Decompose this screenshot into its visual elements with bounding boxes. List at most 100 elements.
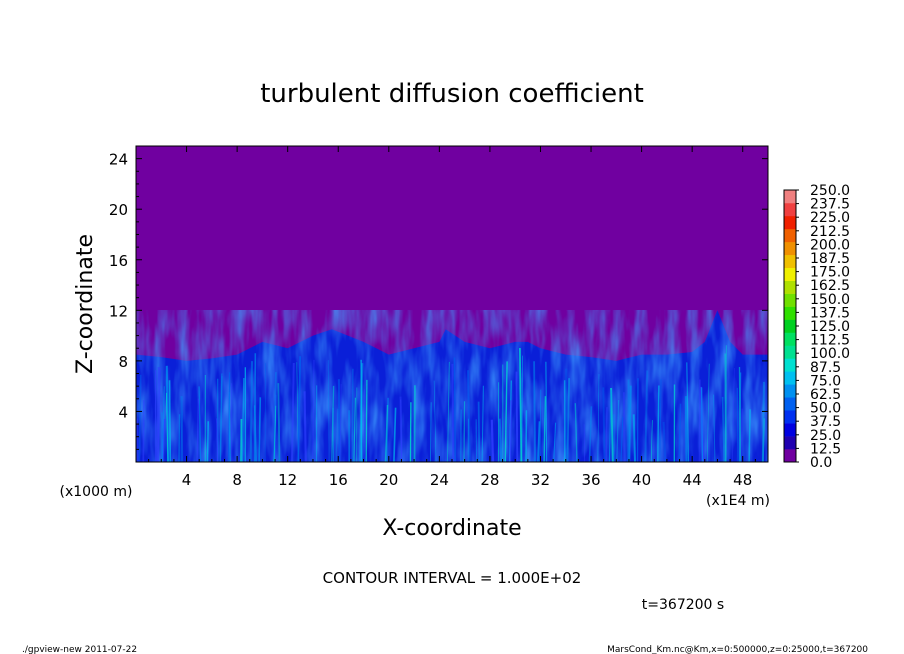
colorbar-swatch <box>784 371 796 385</box>
colorbar-label: 125.0 <box>810 319 850 335</box>
plume-streak <box>602 387 606 462</box>
footer-left: ./gpview-new 2011-07-22 <box>22 645 137 654</box>
plume-streak <box>721 396 726 462</box>
plume-streak <box>161 386 165 462</box>
colorbar-swatch <box>784 397 796 411</box>
colorbar-label: 12.5 <box>810 441 841 457</box>
plume-streak <box>504 361 508 462</box>
plume-streak <box>650 420 653 462</box>
chart-title: turbulent diffusion coefficient <box>260 79 644 109</box>
y-tick-label: 20 <box>109 201 128 219</box>
y-tick-label: 4 <box>118 403 128 421</box>
colorbar-label: 250.0 <box>810 183 850 199</box>
footer-right: MarsCond_Km.nc@Km,x=0:500000,z=0:25000,t… <box>607 645 868 654</box>
plume-streak <box>509 400 512 462</box>
plume-streak <box>206 421 209 462</box>
plume-streak <box>662 421 667 462</box>
plume-streak <box>339 384 342 462</box>
colorbar: 0.012.525.037.550.062.575.087.5100.0112.… <box>783 183 850 471</box>
plume-streak <box>168 380 172 462</box>
plume-streak <box>533 361 537 462</box>
plume-streak <box>565 368 568 462</box>
plume-streak <box>451 363 455 462</box>
colorbar-label: 187.5 <box>810 251 850 267</box>
colorbar-swatch <box>784 449 796 463</box>
colorbar-swatch <box>784 332 796 346</box>
plume-streak <box>543 396 547 462</box>
plumes <box>136 345 766 462</box>
colorbar-label: 150.0 <box>810 292 850 308</box>
plume-streak <box>732 367 735 462</box>
plume-streak <box>463 401 466 462</box>
plume-streak <box>467 370 471 462</box>
plume-streak <box>627 379 630 462</box>
plume-streak <box>605 407 608 462</box>
colorbar-swatch <box>784 267 796 281</box>
plume-streak <box>384 404 389 462</box>
x-tick-label: 16 <box>329 471 348 489</box>
x-tick-label: 4 <box>182 471 192 489</box>
x-unit-label: (x1000 m) <box>60 484 133 500</box>
colorbar-swatch <box>784 384 796 398</box>
colorbar-label: 212.5 <box>810 224 850 240</box>
y-axis-label: Z-coordinate <box>73 234 98 374</box>
plume-streak <box>303 391 307 462</box>
plume-streak <box>273 405 277 462</box>
colorbar-label: 25.0 <box>810 428 841 444</box>
plume-streak <box>249 361 254 462</box>
plume-streak <box>706 363 710 462</box>
plume-streak <box>178 414 181 462</box>
plume-streak <box>521 355 524 462</box>
colorbar-label: 50.0 <box>810 401 841 417</box>
plume-streak <box>740 408 744 462</box>
plume-streak <box>657 385 660 462</box>
plume-streak <box>566 378 570 462</box>
plume-streak <box>620 416 624 462</box>
plot-area <box>136 146 768 462</box>
plume-streak <box>453 357 457 462</box>
plume-streak <box>447 361 450 462</box>
plume-streak <box>515 371 519 462</box>
plume-streak <box>608 390 612 462</box>
colorbar-label: 37.5 <box>810 414 841 430</box>
plume-streak <box>360 359 363 462</box>
plume-streak <box>142 400 145 462</box>
plume-streak <box>297 356 302 462</box>
plume-streak <box>196 398 200 462</box>
plume-streak <box>136 418 139 462</box>
colorbar-swatch <box>784 319 796 333</box>
colorbar-label: 87.5 <box>810 360 841 376</box>
plume-streak <box>180 411 183 462</box>
plume-streak <box>553 422 557 462</box>
plume-streak <box>312 359 315 462</box>
plume-streak <box>597 374 600 462</box>
colorbar-label: 175.0 <box>810 265 850 281</box>
plume-streak <box>138 374 142 462</box>
x-axis: 4 8 12 16 20 24 28 32 36 40 44 48 <box>148 146 756 489</box>
x-tick-label: 12 <box>278 471 297 489</box>
colorbar-swatch <box>784 293 796 307</box>
plume-streak <box>736 387 739 462</box>
colorbar-label: 200.0 <box>810 237 850 253</box>
plume-streak <box>227 372 231 462</box>
x-scale-label: (x1E4 m) <box>706 493 770 509</box>
plume-streak <box>628 385 632 462</box>
plume-streak <box>481 385 484 462</box>
plume-streak <box>490 419 495 462</box>
plume-streak <box>519 347 523 462</box>
colorbar-swatch <box>784 423 796 437</box>
plume-streak <box>686 362 690 462</box>
plume-streak <box>327 360 330 462</box>
y-tick-label: 16 <box>109 252 128 270</box>
plume-streak <box>156 366 160 462</box>
plume-streak <box>409 402 412 462</box>
contour-interval: CONTOUR INTERVAL = 1.000E+02 <box>323 569 582 587</box>
plume-streak <box>353 397 356 462</box>
x-tick-label: 8 <box>232 471 242 489</box>
plume-streak <box>678 403 682 462</box>
colorbar-swatch <box>784 215 796 230</box>
plume-streak <box>644 370 649 462</box>
plume-streak <box>588 406 593 462</box>
plume-streak <box>331 385 335 462</box>
